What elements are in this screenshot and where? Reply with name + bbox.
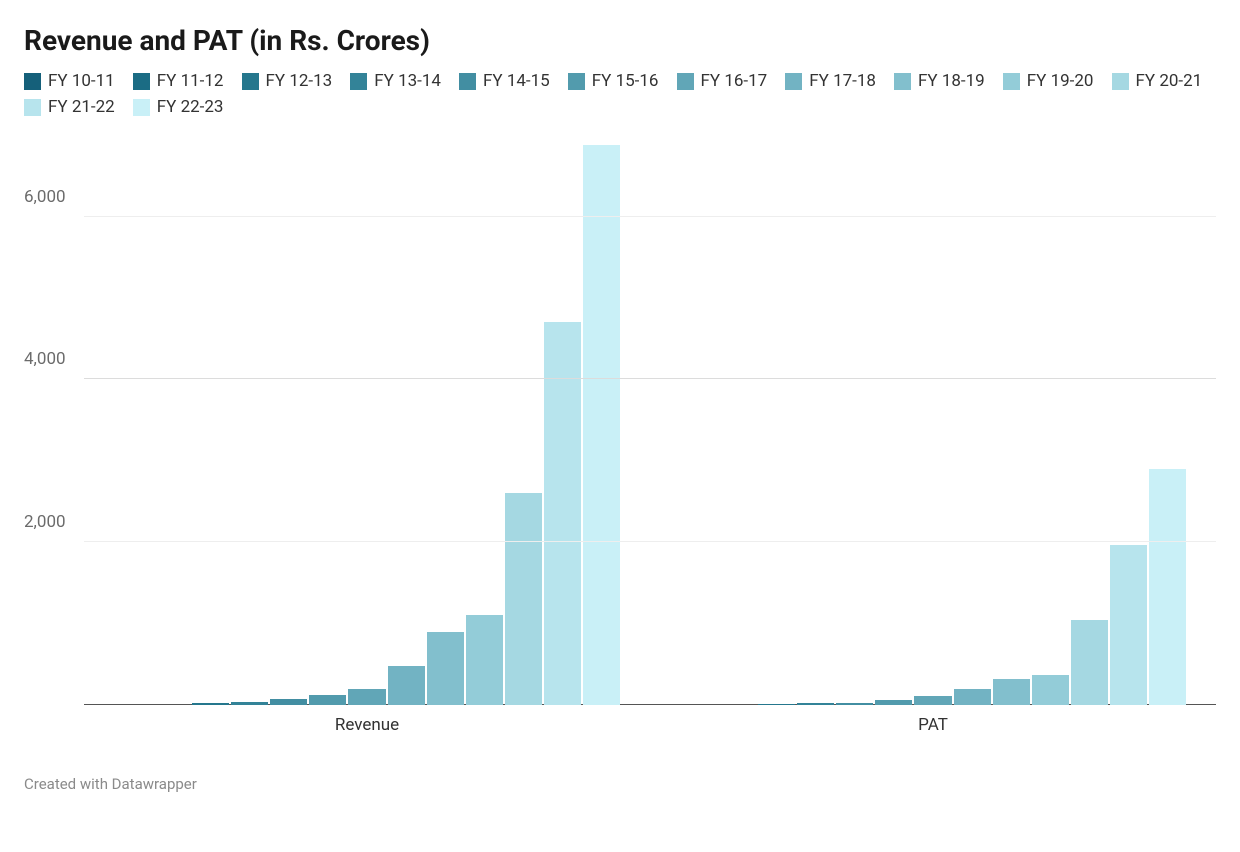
legend-swatch — [785, 73, 802, 90]
bar — [388, 666, 425, 705]
chart-title: Revenue and PAT (in Rs. Crores) — [24, 24, 1216, 57]
chart-footer: Created with Datawrapper — [24, 775, 1216, 793]
y-axis-tick-label: 6,000 — [24, 187, 76, 207]
bar — [797, 703, 834, 705]
legend-swatch — [1003, 73, 1020, 90]
legend-label: FY 19-20 — [1027, 71, 1094, 91]
legend-label: FY 12-13 — [266, 71, 333, 91]
legend-label: FY 17-18 — [809, 71, 876, 91]
legend-item: FY 21-22 — [24, 97, 115, 117]
bar — [309, 695, 346, 705]
legend-item: FY 18-19 — [894, 71, 985, 91]
gridline — [84, 378, 1216, 379]
legend-item: FY 19-20 — [1003, 71, 1094, 91]
bar — [466, 615, 503, 705]
gridline — [84, 216, 1216, 217]
bar — [192, 703, 229, 705]
legend-swatch — [24, 73, 41, 90]
bar — [954, 689, 991, 705]
legend-label: FY 15-16 — [592, 71, 659, 91]
bar — [270, 699, 307, 705]
bar — [583, 145, 620, 705]
x-axis: RevenuePAT — [84, 715, 1216, 735]
bar-group — [650, 145, 1216, 705]
legend-swatch — [568, 73, 585, 90]
bar — [1032, 675, 1069, 705]
legend-item: FY 12-13 — [242, 71, 333, 91]
legend-item: FY 16-17 — [677, 71, 768, 91]
legend-label: FY 21-22 — [48, 97, 115, 117]
bar — [231, 702, 268, 705]
gridline — [84, 541, 1216, 542]
legend-item: FY 20-21 — [1112, 71, 1203, 91]
legend-label: FY 13-14 — [374, 71, 441, 91]
y-axis-tick-label: 4,000 — [24, 349, 76, 369]
bar-group — [84, 145, 650, 705]
y-axis-tick-label: 2,000 — [24, 512, 76, 532]
bar — [427, 632, 464, 705]
legend-swatch — [242, 73, 259, 90]
legend-label: FY 10-11 — [48, 71, 115, 91]
bar — [836, 703, 873, 705]
legend-item: FY 10-11 — [24, 71, 115, 91]
bar — [875, 700, 912, 705]
legend-label: FY 14-15 — [483, 71, 550, 91]
legend-swatch — [133, 73, 150, 90]
bar — [914, 696, 951, 705]
legend: FY 10-11 FY 11-12 FY 12-13 FY 13-14 FY 14-15… — [24, 71, 1216, 117]
legend-label: FY 20-21 — [1136, 71, 1203, 91]
legend-label: FY 11-12 — [157, 71, 224, 91]
legend-label: FY 22-23 — [157, 97, 224, 117]
bar — [348, 689, 385, 705]
legend-swatch — [894, 73, 911, 90]
legend-item: FY 15-16 — [568, 71, 659, 91]
legend-swatch — [24, 99, 41, 116]
legend-swatch — [350, 73, 367, 90]
bar — [544, 322, 581, 705]
legend-item: FY 13-14 — [350, 71, 441, 91]
legend-swatch — [133, 99, 150, 116]
bar-groups — [84, 145, 1216, 705]
legend-item: FY 22-23 — [133, 97, 224, 117]
legend-label: FY 16-17 — [701, 71, 768, 91]
legend-swatch — [459, 73, 476, 90]
x-axis-label: Revenue — [84, 715, 650, 735]
chart-container: Revenue and PAT (in Rs. Crores) FY 10-11… — [24, 24, 1216, 793]
legend-item: FY 14-15 — [459, 71, 550, 91]
legend-item: FY 17-18 — [785, 71, 876, 91]
legend-item: FY 11-12 — [133, 71, 224, 91]
legend-swatch — [677, 73, 694, 90]
legend-swatch — [1112, 73, 1129, 90]
legend-label: FY 18-19 — [918, 71, 985, 91]
bar — [758, 704, 795, 705]
x-axis-label: PAT — [650, 715, 1216, 735]
bar — [505, 493, 542, 705]
bar — [1149, 469, 1186, 705]
bar — [1071, 620, 1108, 705]
bar — [1110, 545, 1147, 705]
plot-area: 2,0004,0006,000 — [84, 145, 1216, 705]
bar — [993, 679, 1030, 705]
